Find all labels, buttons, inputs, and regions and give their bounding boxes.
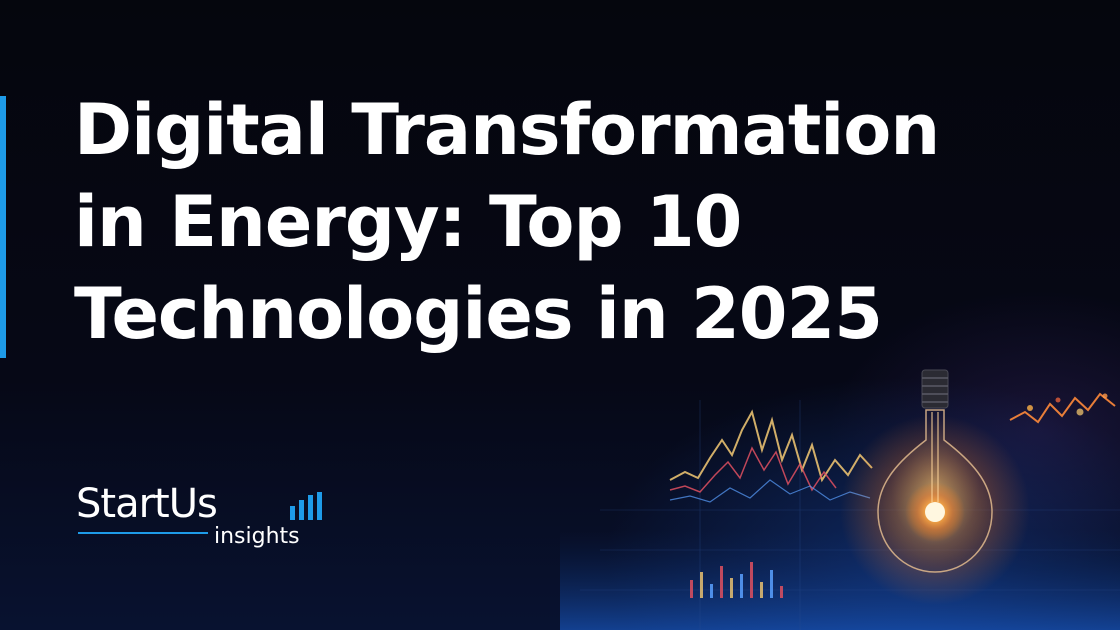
- signal-bars-icon: [290, 492, 322, 520]
- logo-wordmark: StartUs: [76, 481, 218, 527]
- chart-line-tertiary: [669, 479, 871, 503]
- energy-data-illustration: [560, 369, 1120, 630]
- headline-line-3: Technologies in 2025: [74, 273, 883, 355]
- headline-line-2: in Energy: Top 10: [74, 181, 742, 263]
- logo-underline: [78, 532, 208, 534]
- headline: Digital Transformation in Energy: Top 10…: [74, 84, 1074, 360]
- chart-line-secondary: [669, 446, 837, 493]
- chart-line-main: [669, 409, 873, 483]
- light-bulb-icon: [840, 369, 1030, 605]
- logo-subtitle: insights: [214, 524, 300, 549]
- bar-chart-bottom: [690, 562, 783, 598]
- headline-line-1: Digital Transformation: [74, 89, 940, 171]
- startus-insights-logo: StartUs insights: [76, 480, 336, 560]
- bokeh-lights: [1027, 393, 1108, 416]
- accent-bar: [0, 96, 6, 358]
- chart-line-right: [1009, 392, 1116, 424]
